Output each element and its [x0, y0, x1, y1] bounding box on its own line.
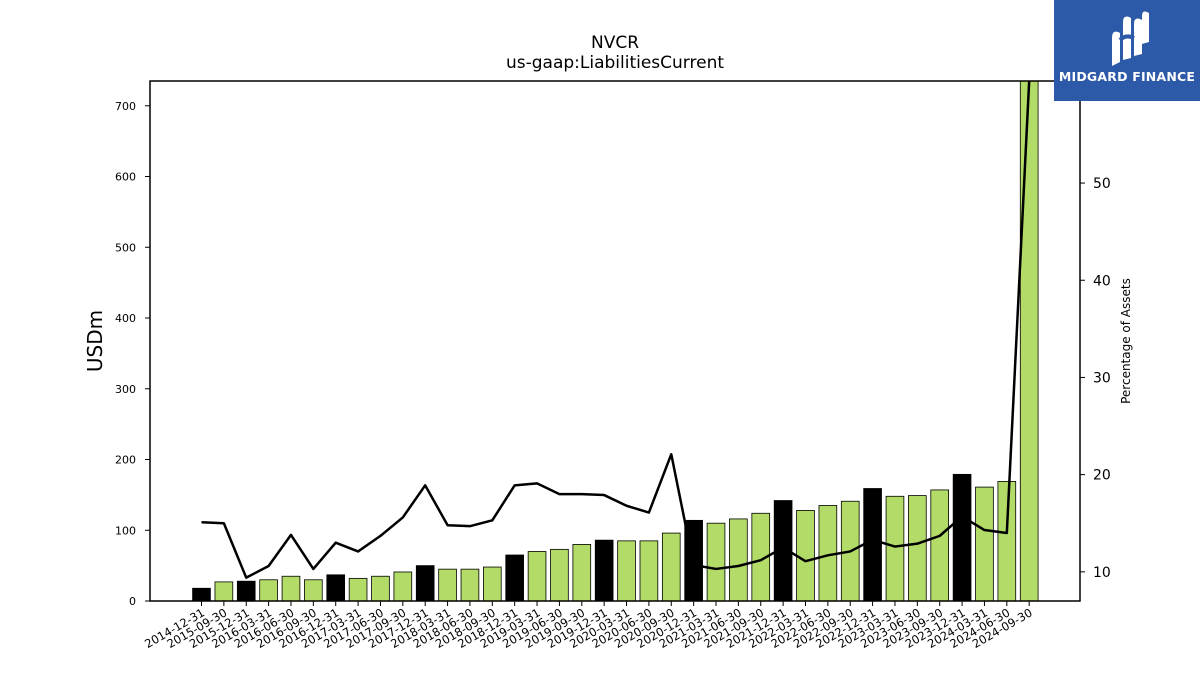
logo-text: MIDGARD FINANCE: [1058, 69, 1196, 84]
y-tick-label: 200: [115, 454, 136, 467]
y-tick-label: 300: [115, 383, 136, 396]
y-axis-label: USDm: [83, 310, 107, 372]
bar-2016-12-31: [326, 574, 346, 602]
midgard-logo-icon: [1112, 11, 1149, 67]
y-ticks-layer: 0 100 200 300 400 500 600 700: [115, 100, 150, 608]
plot-frame: [149, 80, 1081, 602]
bar-2017-12-31: [415, 565, 435, 602]
bar-2021-06-30: [729, 518, 748, 602]
line-layer: [201, 81, 1031, 579]
bars-layer: [192, 80, 1039, 602]
bar-2018-12-31: [505, 554, 524, 602]
bar-2017-06-30: [371, 575, 390, 602]
chart-title: NVCR: [590, 33, 640, 53]
y-tick-label: 600: [115, 171, 136, 184]
y2-ticks-layer: 10 20 30 40 50: [1080, 176, 1111, 581]
bar-2019-09-30: [572, 544, 592, 602]
y2-tick-label: 30: [1093, 370, 1111, 386]
bar-2024-09-30: [1019, 80, 1039, 602]
bar-2016-06-30: [281, 575, 301, 602]
bar-2022-03-31: [796, 510, 815, 602]
y2-axis-label: Percentage of Assets: [1119, 278, 1133, 404]
bar-2015-09-30: [214, 581, 234, 602]
bar-2023-09-30: [930, 489, 950, 602]
bar-2018-09-30: [483, 566, 502, 602]
bar-2023-03-31: [885, 495, 905, 602]
bar-2024-03-31: [975, 486, 994, 602]
bar-2018-06-30: [460, 568, 480, 602]
bar-2014-12-31: [192, 587, 211, 602]
bar-2019-03-31: [527, 551, 547, 602]
bar-2021-03-31: [706, 522, 726, 602]
percentage-line: [201, 81, 1031, 579]
y2-tick-label: 50: [1093, 176, 1111, 192]
y2-tick-label: 10: [1093, 565, 1111, 581]
y2-tick-label: 40: [1093, 273, 1111, 289]
bar-2020-03-31: [617, 540, 636, 602]
y-tick-label: 700: [115, 100, 136, 113]
y-tick-label: 400: [115, 312, 136, 325]
y2-tick-label: 20: [1093, 468, 1111, 484]
y-tick-label: 0: [129, 595, 136, 608]
bar-2019-12-31: [594, 539, 614, 602]
bar-2019-06-30: [550, 548, 569, 602]
bar-2016-03-31: [259, 579, 278, 602]
chart-subtitle: us-gaap:LiabilitiesCurrent: [505, 53, 725, 73]
bar-2023-06-30: [908, 495, 927, 602]
bar-2017-03-31: [348, 577, 368, 602]
y-tick-label: 500: [115, 241, 136, 254]
axes-layer: [149, 80, 1081, 602]
bar-2022-12-31: [863, 488, 882, 602]
bar-2016-09-30: [304, 579, 323, 602]
midgard-finance-logo: MIDGARD FINANCE: [1054, 0, 1200, 101]
bar-2020-06-30: [639, 540, 659, 602]
bar-2020-09-30: [661, 532, 681, 602]
bar-2017-09-30: [393, 571, 413, 602]
bar-2015-12-31: [236, 580, 256, 602]
y-tick-label: 100: [115, 524, 136, 537]
bar-2018-03-31: [438, 568, 457, 602]
bar-2024-06-30: [997, 481, 1017, 602]
bar-2023-12-31: [952, 473, 972, 602]
x-ticks-layer: 2014-12-312015-09-302015-12-312016-03-31…: [142, 601, 1035, 651]
